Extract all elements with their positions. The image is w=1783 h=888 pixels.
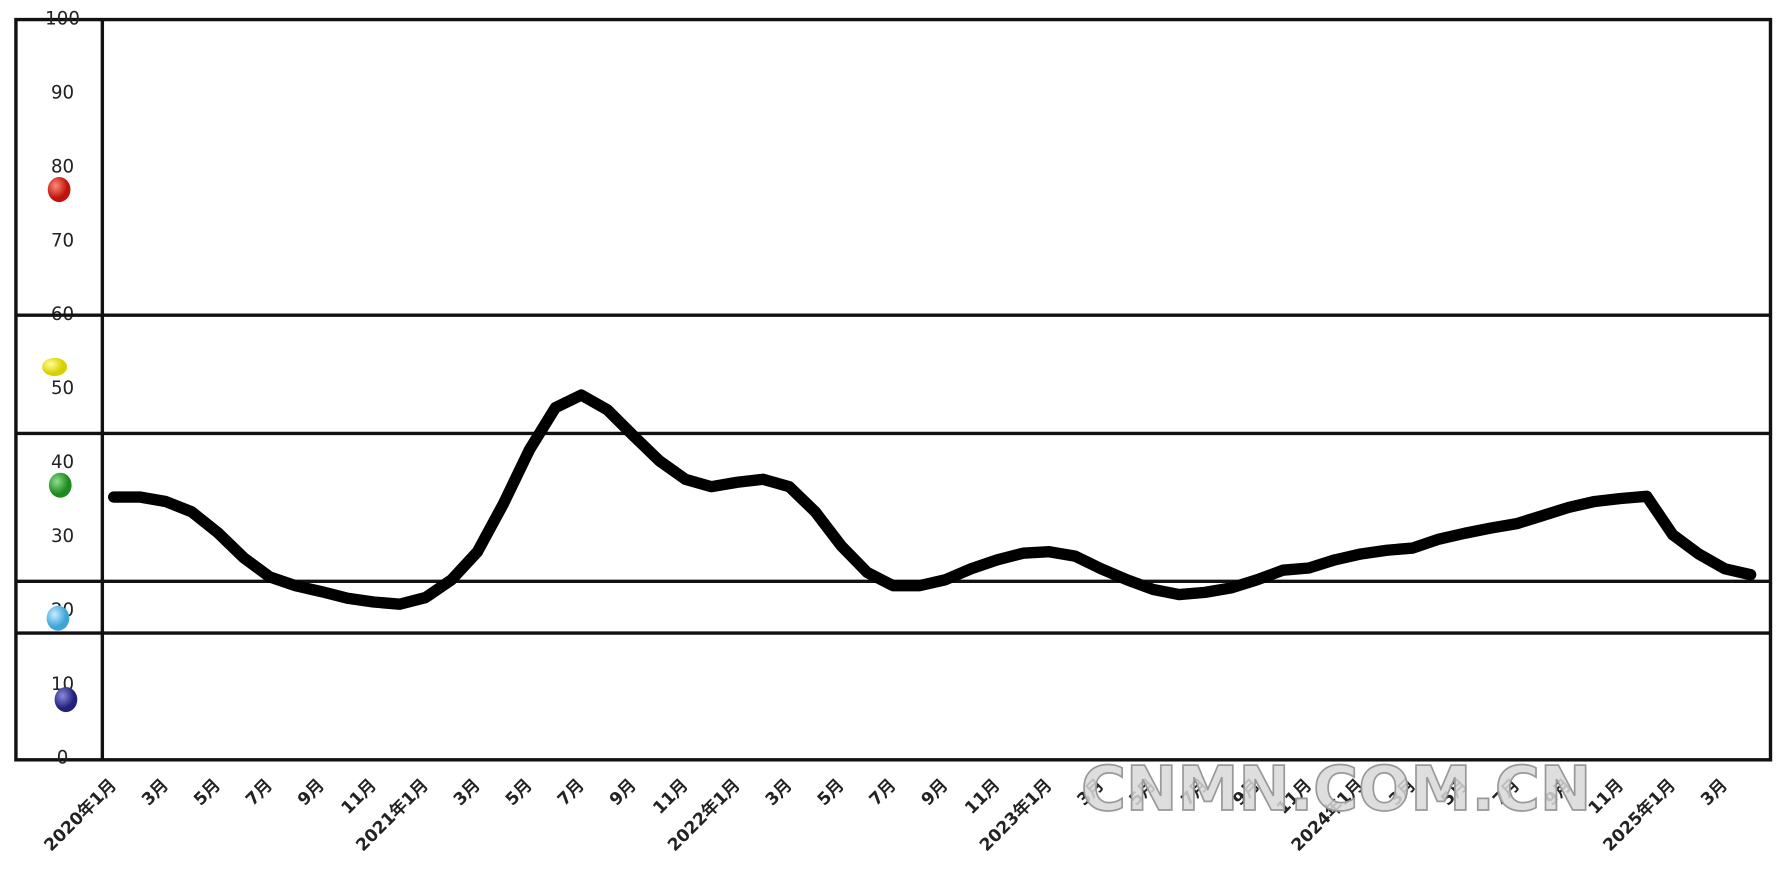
x-tick-label: 7月 <box>554 775 589 810</box>
plot-frame <box>14 17 1773 762</box>
zone-marker <box>47 177 71 203</box>
x-tick-label: 11月 <box>338 775 381 818</box>
y-tick-label: 90 <box>51 82 74 103</box>
data-line <box>108 389 1757 610</box>
y-tick-label: 50 <box>51 378 74 399</box>
x-tick-label: 5月 <box>190 775 225 810</box>
x-tick-label: 5月 <box>502 775 537 810</box>
y-tick-label: 100 <box>45 9 80 30</box>
zone-marker <box>54 687 78 713</box>
x-tick-label: 11月 <box>961 775 1004 818</box>
x-tick-label: 3月 <box>138 775 173 810</box>
x-tick-label: 7月 <box>242 775 277 810</box>
zone-marker <box>42 357 68 377</box>
x-tick-label: 11月 <box>649 775 692 818</box>
x-tick-label: 3月 <box>762 775 797 810</box>
y-tick-label: 40 <box>51 452 74 473</box>
x-tick-label: 2020年1月 <box>40 775 121 856</box>
y-tick-label: 30 <box>51 526 74 547</box>
x-tick-label: 7月 <box>866 775 901 810</box>
zone-marker <box>48 472 72 498</box>
x-tick-label: 3月 <box>1697 775 1732 810</box>
watermark: CNMN.COM.CN <box>1081 754 1591 825</box>
x-tick-label: 9月 <box>606 775 641 810</box>
y-tick-label: 0 <box>57 748 69 769</box>
x-tick-label: 5月 <box>814 775 849 810</box>
y-tick-label: 80 <box>51 156 74 177</box>
x-tick-label: 9月 <box>294 775 329 810</box>
y-tick-label: 70 <box>51 230 74 251</box>
x-tick-label: 3月 <box>450 775 485 810</box>
zone-marker <box>46 605 70 631</box>
x-tick-label: 9月 <box>918 775 953 810</box>
